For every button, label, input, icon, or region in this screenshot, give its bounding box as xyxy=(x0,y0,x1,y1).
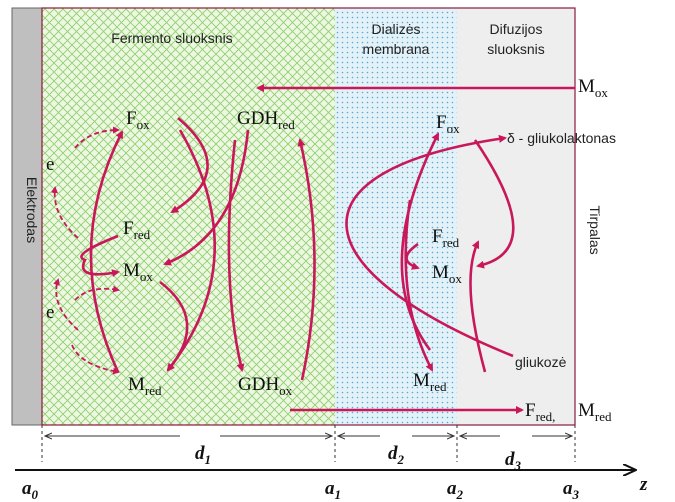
layer-border xyxy=(41,7,576,426)
boundary-label-base: a xyxy=(563,478,573,499)
thickness-label: d3 xyxy=(505,449,522,473)
boundary-label-base: a xyxy=(325,478,335,499)
boundary-label: a2 xyxy=(447,478,464,502)
species-label: Fred xyxy=(432,226,460,250)
solution-label: Tirpalas xyxy=(587,205,603,254)
species-label-sub: red, xyxy=(536,409,556,424)
species-label-base: M xyxy=(578,400,595,421)
species-label-sub: ox xyxy=(137,117,151,132)
electron-label: e xyxy=(46,302,54,323)
diffusion-layer xyxy=(457,8,575,425)
species-label-base: F xyxy=(126,108,137,129)
species-label-base: F xyxy=(432,226,443,247)
thickness-label-base: d xyxy=(388,443,398,464)
diffusion-label: sluoksnis xyxy=(487,41,545,57)
diffusion-label: Difuzijos xyxy=(490,21,543,37)
species-label-sub: red xyxy=(595,409,612,424)
species-label: Fox xyxy=(126,108,150,132)
electron-label: e xyxy=(46,154,54,175)
boundary-label: a0 xyxy=(22,478,39,502)
species-label: Fred xyxy=(123,218,151,242)
species-label-sub: red xyxy=(145,383,162,398)
species-label-base: M xyxy=(413,370,430,391)
species-label: Mox xyxy=(578,76,608,100)
membrane-label: Dializės xyxy=(371,21,420,37)
boundary-label-base: a xyxy=(22,478,32,499)
species-label-base: M xyxy=(578,76,595,97)
boundary-label-sub: 2 xyxy=(456,487,464,502)
species-label-base: GDH xyxy=(238,374,279,395)
species-label-sub: red xyxy=(278,117,295,132)
thickness-label-sub: 1 xyxy=(205,452,212,467)
axis-label: z xyxy=(639,474,648,495)
boundary-label-sub: 3 xyxy=(572,487,580,502)
boundary-label-sub: 1 xyxy=(335,487,342,502)
thickness-label-base: d xyxy=(195,443,205,464)
thickness-label-sub: 2 xyxy=(397,452,405,467)
species-label: Mred xyxy=(413,370,447,394)
species-label-base: M xyxy=(432,262,449,283)
electrode-label: Elektrodas xyxy=(24,177,40,243)
boundary-label-sub: 0 xyxy=(32,487,39,502)
species-label-base: GDH xyxy=(237,108,278,129)
electron-arrows xyxy=(50,126,120,375)
species-label-base: F xyxy=(525,400,536,421)
thickness-label-sub: 3 xyxy=(514,458,522,473)
species-label: Mox xyxy=(432,262,462,286)
product-label: δ - gliukolaktonas xyxy=(507,130,616,146)
boundary-label: a3 xyxy=(563,478,580,502)
reaction-arrows xyxy=(80,84,575,414)
enzyme-layer xyxy=(42,8,335,425)
species-label-sub: red xyxy=(430,379,447,394)
species-label-base: M xyxy=(123,260,140,281)
species-label-sub: red xyxy=(443,235,460,250)
species-label-base: F xyxy=(123,218,134,239)
species-label-base: M xyxy=(128,374,145,395)
boundary-label-base: a xyxy=(447,478,457,499)
species-label-sub: ox xyxy=(140,269,154,284)
electrode xyxy=(11,7,43,426)
membrane-label: membrana xyxy=(363,41,430,57)
species-label: Fred, xyxy=(525,400,555,424)
species-label: Mred xyxy=(578,400,612,424)
substrate-label: gliukozė xyxy=(515,354,567,370)
species-label-sub: red xyxy=(134,227,151,242)
species-label-sub: ox xyxy=(595,85,609,100)
thickness-label: d1 xyxy=(195,443,211,467)
species-label: Mox xyxy=(123,260,153,284)
species-label: Fox xyxy=(436,112,460,136)
species-label-sub: ox xyxy=(447,121,461,136)
species-label-sub: ox xyxy=(279,383,293,398)
boundary-label: a1 xyxy=(325,478,341,502)
species-label: GDHox xyxy=(238,374,293,398)
membrane-layer xyxy=(335,8,457,425)
species-label: Mred xyxy=(128,374,162,398)
species-label-base: F xyxy=(436,112,447,133)
thickness-label: d2 xyxy=(388,443,405,467)
species-label-sub: ox xyxy=(449,271,463,286)
thickness-label-base: d xyxy=(505,449,515,470)
species-label: GDHred xyxy=(237,108,295,132)
enzyme-label: Fermento sluoksnis xyxy=(111,30,232,46)
